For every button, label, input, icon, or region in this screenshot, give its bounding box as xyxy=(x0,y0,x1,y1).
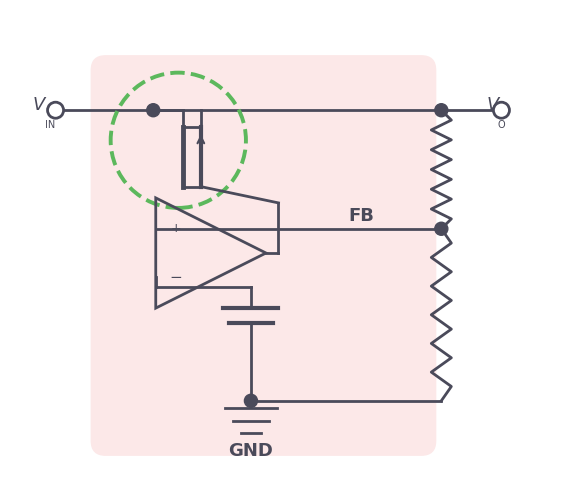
Circle shape xyxy=(493,102,510,118)
Text: FB: FB xyxy=(348,207,374,225)
Text: +: + xyxy=(170,222,181,235)
Circle shape xyxy=(435,222,448,235)
Text: −: − xyxy=(169,270,182,285)
Circle shape xyxy=(147,104,160,117)
Circle shape xyxy=(48,102,64,118)
Text: V: V xyxy=(33,96,46,114)
FancyBboxPatch shape xyxy=(90,55,436,456)
Text: V: V xyxy=(486,96,499,114)
Circle shape xyxy=(244,394,257,407)
Circle shape xyxy=(435,104,448,117)
Text: IN: IN xyxy=(44,120,55,130)
Text: GND: GND xyxy=(229,442,273,460)
Text: O: O xyxy=(498,120,506,130)
